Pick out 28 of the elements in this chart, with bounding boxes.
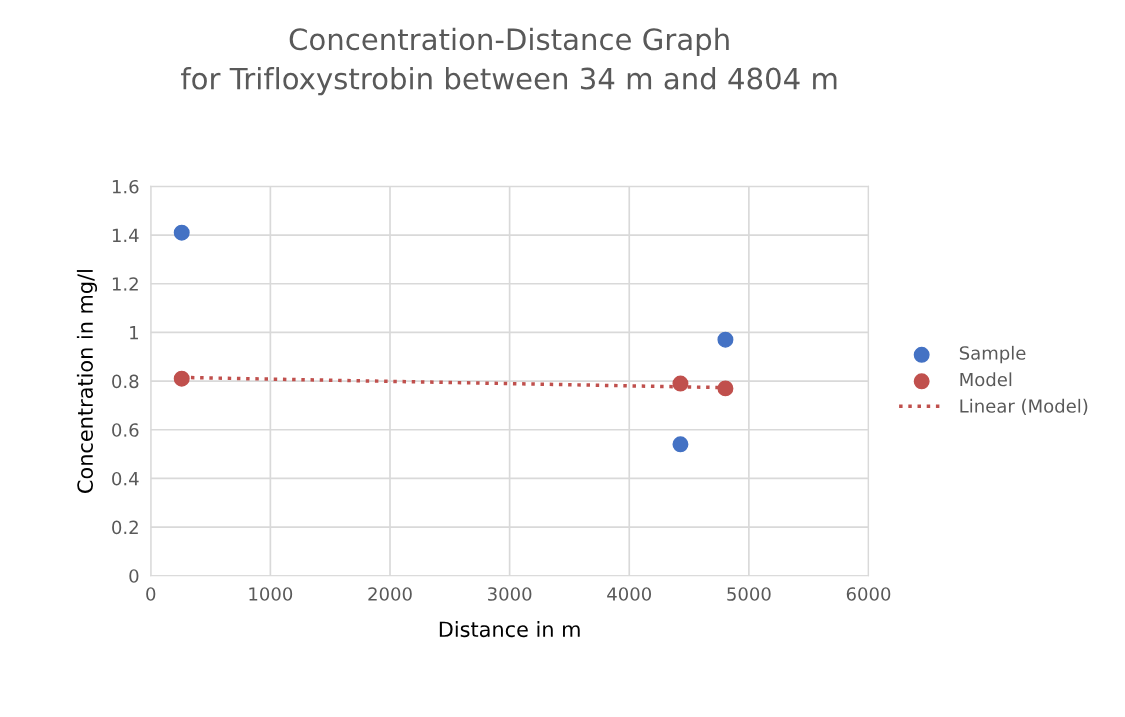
- chart-title: Concentration-Distance Graph for Trifloxystrobin between 34 m and 4804 m: [181, 27, 837, 96]
- y-tick-label: 0.2: [112, 520, 138, 535]
- x-tick-label: 3000: [488, 587, 532, 601]
- y-tick-label: 1.6: [112, 179, 139, 194]
- legend-label: Linear (Model): [960, 398, 1088, 415]
- y-tick-label: 0.6: [112, 423, 139, 437]
- point: [717, 331, 734, 348]
- point: [717, 380, 734, 397]
- point: [672, 436, 689, 453]
- x-tick-label: 1000: [249, 587, 293, 601]
- point: [173, 370, 190, 387]
- point: [672, 375, 689, 392]
- x-axis-title: Distance in m: [439, 621, 580, 638]
- legend-label: Sample: [959, 345, 1026, 364]
- y-tick-label: 0.4: [112, 471, 139, 486]
- y-tick-label: 1: [130, 326, 138, 340]
- x-tick-label: 5000: [727, 587, 771, 601]
- x-tick-label: 2000: [368, 587, 412, 601]
- legend-label: Model: [960, 372, 1012, 387]
- y-axis-title: Concentration in mg/l: [76, 270, 98, 493]
- x-tick-label: 0: [146, 587, 156, 601]
- y-tick-label: 0: [129, 569, 139, 583]
- x-tick-label: 4000: [607, 587, 652, 601]
- y-tick-label: 1.2: [112, 277, 138, 291]
- y-tick-label: 1.4: [112, 228, 139, 242]
- x-tick-label: 6000: [846, 587, 891, 601]
- y-tick-label: 0.8: [112, 374, 139, 389]
- point: [173, 224, 190, 241]
